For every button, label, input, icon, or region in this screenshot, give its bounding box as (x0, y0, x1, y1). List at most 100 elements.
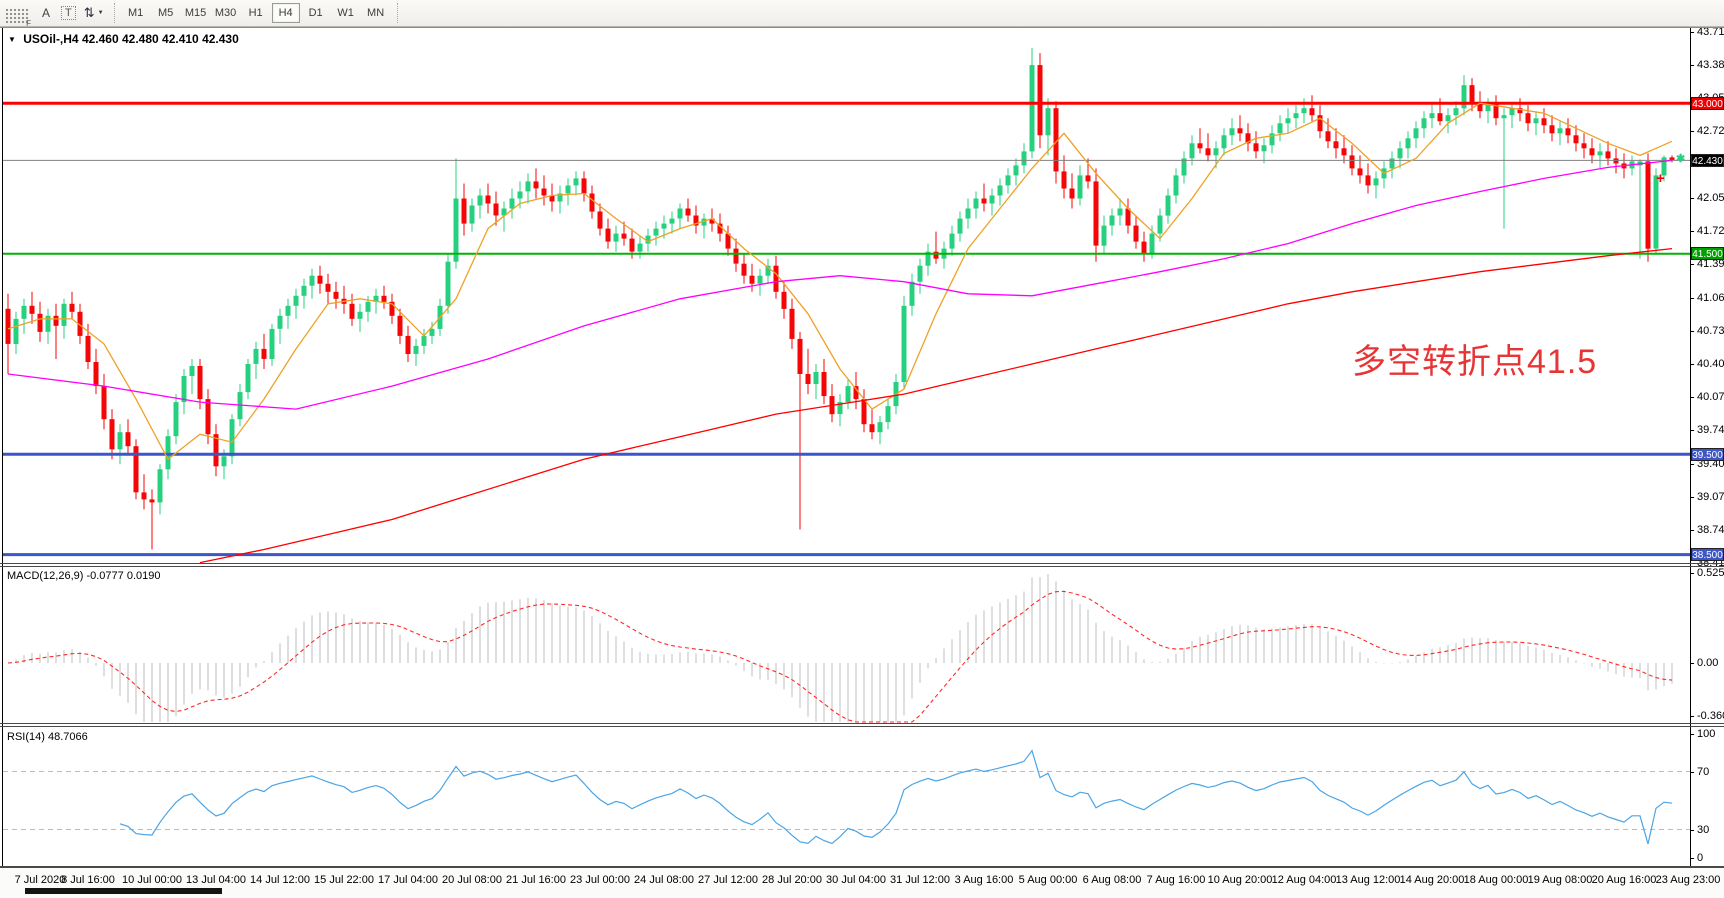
timeframe-w1-button[interactable]: W1 (332, 3, 360, 23)
macd-tick-label: 0.5257 (1697, 567, 1724, 579)
price-line-label[interactable]: 43.000 (1691, 97, 1724, 110)
macd-rsi-separator[interactable] (0, 723, 1724, 724)
timeframe-h1-button[interactable]: H1 (242, 3, 270, 23)
text-box-button[interactable]: T (57, 2, 80, 24)
time-axis-label: 18 Aug 00:00 (1463, 874, 1529, 886)
timeframe-mn-button[interactable]: MN (362, 3, 390, 23)
rsi-tick-label: 30 (1697, 824, 1710, 836)
rsi-tick-mark (1690, 772, 1694, 773)
annotation-text: 多空转折点41.5 (1352, 343, 1598, 381)
time-axis-label: 17 Jul 04:00 (378, 874, 438, 886)
macd-tick-label: 0.00 (1697, 657, 1719, 669)
price-tick-mark (1690, 198, 1694, 199)
rsi-tick-mark (1690, 734, 1694, 735)
time-axis-label: 20 Jul 08:00 (442, 874, 502, 886)
time-axis-label: 15 Jul 22:00 (314, 874, 374, 886)
horizontal-scrollbar-thumb[interactable] (25, 888, 222, 894)
time-axis-label: 13 Jul 04:00 (186, 874, 246, 886)
time-axis-label: 28 Jul 20:00 (762, 874, 822, 886)
macd-rsi-separator[interactable] (0, 726, 1724, 727)
time-axis-label: 30 Jul 04:00 (826, 874, 886, 886)
price-tick-mark (1690, 530, 1694, 531)
price-tick-mark (1690, 464, 1694, 465)
timeframe-m5-button[interactable]: M5 (152, 3, 180, 23)
macd-label: MACD(12,26,9) -0.0777 0.0190 (7, 570, 161, 582)
price-line-label[interactable]: 38.500 (1691, 548, 1724, 561)
price-tick-label: 41.725 (1697, 225, 1724, 237)
bottom-pane-border (0, 866, 1724, 868)
macd-tick-mark (1690, 716, 1694, 717)
order-plus-marker: + (1656, 170, 1665, 187)
price-line-label[interactable]: 39.500 (1691, 448, 1724, 461)
time-axis-label: 27 Jul 12:00 (698, 874, 758, 886)
double-arrow-icon: ⇅ (83, 5, 95, 20)
dropdown-caret-icon: ▼ (97, 10, 104, 16)
time-axis[interactable]: 7 Jul 2020 8 Jul 16:00 10 Jul 00:00 13 Jul … (0, 868, 1724, 898)
timeframe-h4-button[interactable]: H4 (271, 3, 300, 23)
time-axis-label: 14 Aug 20:00 (1399, 874, 1465, 886)
time-axis-label: 5 Aug 00:00 (1018, 874, 1078, 886)
price-tick-mark (1690, 430, 1694, 431)
time-axis-label: 20 Aug 16:00 (1591, 874, 1657, 886)
rsi-tick-label: 0 (1697, 852, 1704, 864)
text-label-button[interactable]: A (35, 2, 57, 24)
time-axis-label: 12 Aug 04:00 (1271, 874, 1337, 886)
time-axis-label: 19 Aug 08:00 (1527, 874, 1593, 886)
time-axis-label: 14 Jul 12:00 (250, 874, 310, 886)
price-tick-mark (1690, 65, 1694, 66)
timeframe-group: M1 M5 M15 M30 H1 H4 D1 W1 MN (121, 3, 391, 23)
indicator-grid-icon[interactable]: F (5, 7, 31, 28)
time-axis-label: 21 Jul 16:00 (506, 874, 566, 886)
time-axis-label: 8 Jul 16:00 (61, 874, 115, 886)
price-tick-label: 40.400 (1697, 358, 1724, 370)
price-tick-mark (1690, 364, 1694, 365)
timeframe-d1-button[interactable]: D1 (302, 3, 330, 23)
letter-a-icon: A (41, 6, 50, 20)
price-tick-mark (1690, 397, 1694, 398)
arrows-tool-button[interactable]: ⇅ ▼ (80, 2, 108, 24)
price-tick-label: 39.405 (1697, 458, 1724, 470)
price-tick-mark (1690, 331, 1694, 332)
price-tick-label: 40.070 (1697, 391, 1724, 403)
price-tick-label: 42.720 (1697, 125, 1724, 137)
rsi-tick-mark (1690, 830, 1694, 831)
time-axis-label: 10 Jul 00:00 (122, 874, 182, 886)
time-axis-label: 7 Aug 16:00 (1146, 874, 1206, 886)
rsi-tick-label: 100 (1697, 728, 1716, 740)
last-price-marker: ✱ (1676, 153, 1686, 165)
main-macd-separator[interactable] (0, 566, 1724, 567)
rsi-label: RSI(14) 48.7066 (7, 731, 88, 743)
price-tick-label: 39.075 (1697, 491, 1724, 503)
chart-top-border (0, 27, 1724, 28)
price-line-label[interactable]: 41.500 (1691, 247, 1724, 260)
price-tick-label: 43.710 (1697, 26, 1724, 38)
time-axis-label: 10 Aug 20:00 (1207, 874, 1273, 886)
toolbar-separator (113, 3, 115, 23)
time-axis-label: 24 Jul 08:00 (634, 874, 694, 886)
timeframe-m1-button[interactable]: M1 (122, 3, 150, 23)
price-tick-label: 41.395 (1697, 258, 1724, 270)
time-axis-label: 31 Jul 12:00 (890, 874, 950, 886)
symbol-period-label: USOil-,H4 (23, 32, 79, 46)
price-tick-label: 39.740 (1697, 424, 1724, 436)
time-axis-label: 6 Aug 08:00 (1082, 874, 1142, 886)
timeframe-m30-button[interactable]: M30 (212, 3, 240, 23)
time-axis-label: 7 Jul 2020 (14, 874, 66, 886)
toolbar-separator (396, 3, 398, 23)
toolbar: F A T ⇅ ▼ M1 M5 M15 M30 H1 H4 D1 W1 MN (0, 0, 1724, 28)
price-tick-mark (1690, 231, 1694, 232)
collapse-triangle-icon[interactable]: ▼ (8, 35, 16, 44)
macd-tick-mark (1690, 573, 1694, 574)
price-tick-mark (1690, 32, 1694, 33)
timeframe-m15-button[interactable]: M15 (182, 3, 210, 23)
main-macd-separator[interactable] (0, 563, 1724, 564)
rsi-tick-label: 70 (1697, 766, 1710, 778)
macd-tick-mark (1690, 663, 1694, 664)
letter-t-icon: T (61, 6, 76, 20)
time-axis-label: 23 Aug 23:00 (1655, 874, 1721, 886)
price-axis-line (1690, 28, 1691, 868)
time-axis-label: 13 Aug 12:00 (1335, 874, 1401, 886)
time-axis-label: 23 Jul 00:00 (570, 874, 630, 886)
